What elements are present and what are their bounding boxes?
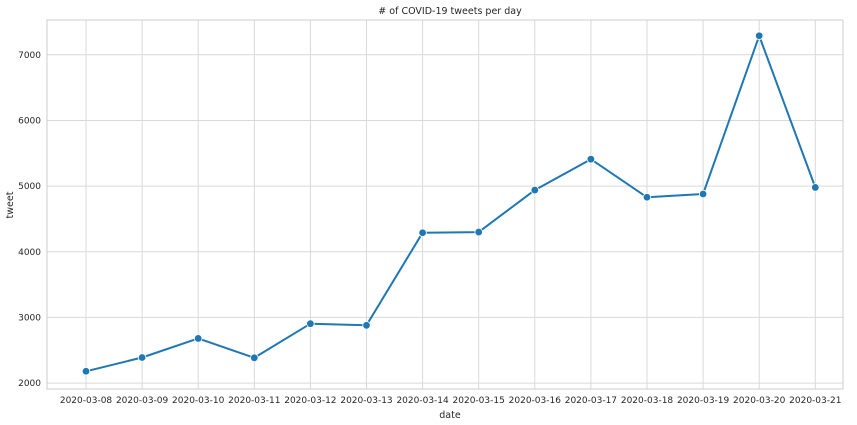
data-point [474,227,483,237]
x-tick-label: 2020-03-13 [340,396,392,406]
x-axis-title: date [439,410,461,421]
data-point [530,185,539,195]
data-point [250,353,259,363]
data-point [306,319,315,328]
data-point [698,189,708,199]
x-tick-label: 2020-03-11 [228,396,280,406]
data-point [81,367,91,376]
x-tick-label: 2020-03-12 [284,396,336,406]
y-tick-label: 7000 [18,51,41,61]
x-tick-label: 2020-03-10 [172,396,225,406]
plot-frame [46,19,844,390]
data-point [755,31,764,40]
series-line [85,34,817,373]
x-tick-label: 2020-03-17 [565,396,617,406]
x-tick-label: 2020-03-14 [396,396,449,406]
x-tick-label: 2020-03-09 [116,396,169,406]
data-point [362,321,371,330]
chart-title: # of COVID-19 tweets per day [378,6,522,17]
x-tick-label: 2020-03-18 [621,396,674,406]
y-tick-label: 6000 [18,116,41,126]
y-tick-label: 4000 [18,248,41,258]
data-point [586,154,596,164]
y-axis-title: tweet [5,191,16,218]
data-point [811,183,820,192]
x-tick-label: 2020-03-21 [789,396,841,406]
data-point [137,353,147,362]
data-point [418,228,427,237]
y-tick-label: 5000 [18,182,41,192]
data-point [193,334,203,343]
y-tick-label: 2000 [18,379,41,389]
x-tick-label: 2020-03-08 [60,396,113,406]
x-tick-label: 2020-03-16 [509,396,562,406]
axes: 2020-03-08 2020-03-09 2020-03-10 2020-03-11… [18,19,844,406]
series [81,31,820,376]
x-tick-label: 2020-03-19 [677,396,730,406]
data-point [642,193,652,202]
y-tick-label: 3000 [18,313,41,323]
grid [47,20,843,389]
x-tick-label: 2020-03-15 [453,396,505,406]
x-tick-label: 2020-03-20 [733,396,786,406]
